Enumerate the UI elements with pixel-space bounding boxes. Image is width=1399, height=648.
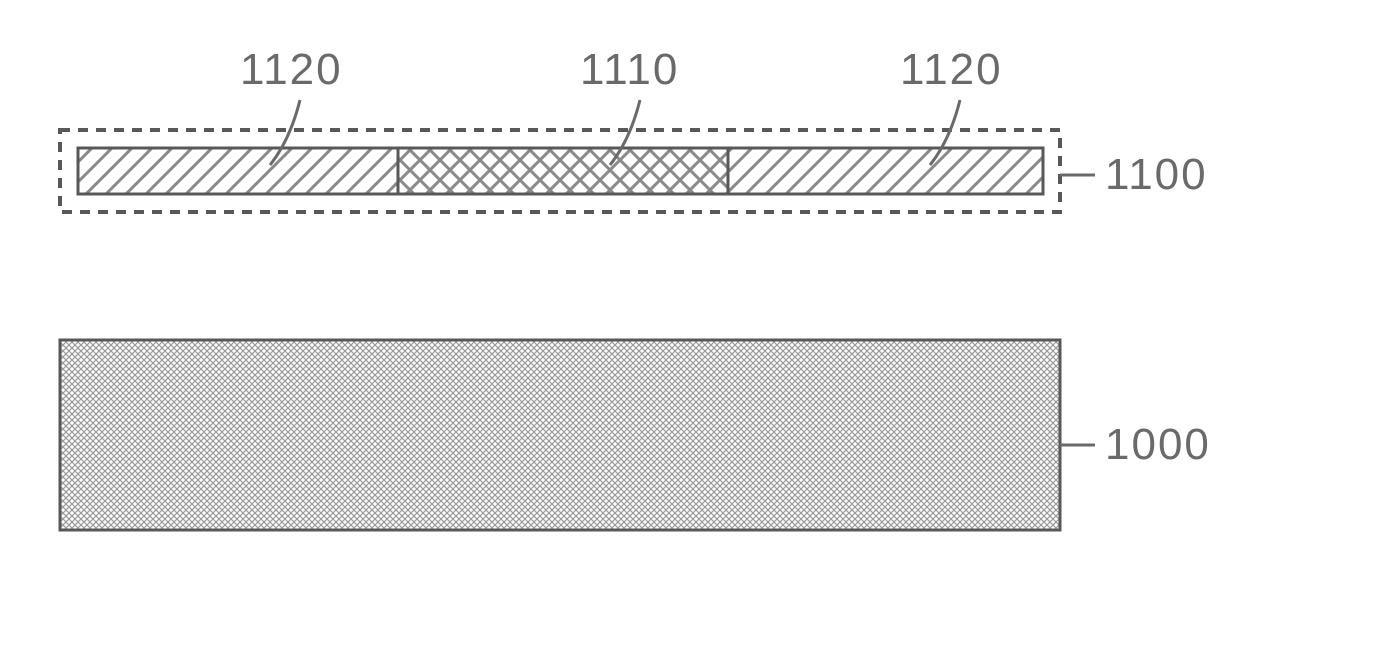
label-1110: 1110 [580,45,679,95]
block-1000 [60,340,1060,530]
label-1100: 1100 [1105,150,1208,200]
label-1000: 1000 [1105,420,1211,470]
segment-1110 [398,148,728,194]
segment-1120-left [78,148,398,194]
label-1120-right: 1120 [900,45,1003,95]
diagram-svg [0,0,1399,648]
label-1120-left: 1120 [240,45,343,95]
segment-1120-right [728,148,1043,194]
